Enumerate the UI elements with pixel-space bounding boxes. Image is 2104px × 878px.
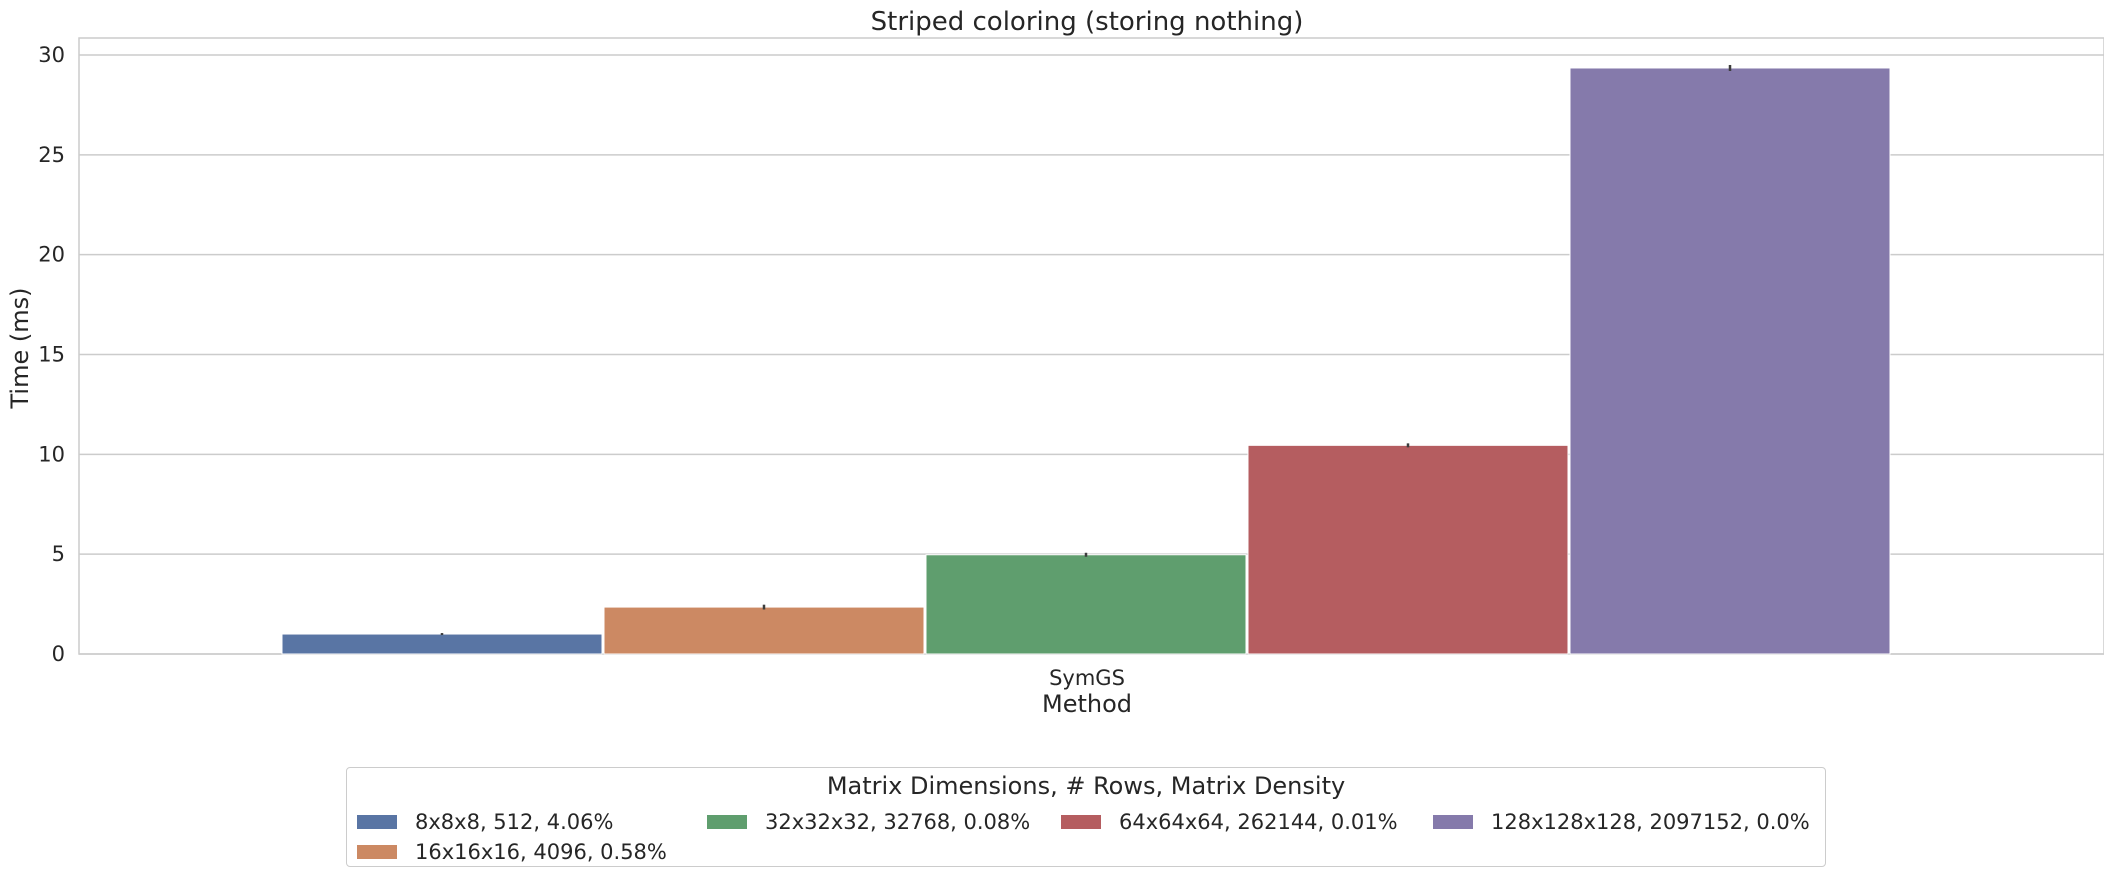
- bar: [925, 554, 1247, 655]
- y-tick-label: 25: [38, 143, 65, 167]
- bar-chart: Striped coloring (storing nothing) 0 5 10 1…: [6, 7, 2104, 718]
- error-bars: [440, 64, 1732, 636]
- legend-swatch: [707, 815, 747, 829]
- legend-item: 32x32x32, 32768, 0.08%: [707, 810, 1030, 834]
- bar: [1247, 444, 1569, 655]
- bars: [281, 67, 1891, 655]
- bar: [281, 633, 603, 655]
- legend-item: 16x16x16, 4096, 0.58%: [357, 840, 667, 864]
- legend-swatch: [1433, 815, 1473, 829]
- legend-label: 64x64x64, 262144, 0.01%: [1119, 810, 1398, 834]
- y-tick-label: 10: [38, 442, 65, 466]
- y-tick-label: 5: [52, 542, 65, 566]
- y-axis-label: Time (ms): [6, 288, 34, 410]
- legend-label: 16x16x16, 4096, 0.58%: [415, 840, 667, 864]
- legend-swatch: [357, 845, 397, 859]
- legend-title: Matrix Dimensions, # Rows, Matrix Densit…: [826, 772, 1346, 800]
- y-tick-label: 30: [38, 43, 65, 67]
- legend-swatch: [1061, 815, 1101, 829]
- legend-item: 64x64x64, 262144, 0.01%: [1061, 810, 1398, 834]
- y-tick-labels: 0 5 10 15 20 25 30: [38, 43, 65, 666]
- x-axis-label: Method: [1042, 690, 1132, 718]
- legend-label: 8x8x8, 512, 4.06%: [415, 810, 614, 834]
- x-tick-label: SymGS: [1049, 666, 1125, 690]
- chart-title: Striped coloring (storing nothing): [871, 7, 1304, 37]
- legend-swatch: [357, 815, 397, 829]
- legend: Matrix Dimensions, # Rows, Matrix Densit…: [346, 767, 1826, 867]
- bar: [1569, 67, 1891, 655]
- legend-item: 8x8x8, 512, 4.06%: [357, 810, 613, 834]
- legend-item: 128x128x128, 2097152, 0.0%: [1433, 810, 1810, 834]
- y-tick-label: 15: [38, 343, 65, 367]
- legend-label: 32x32x32, 32768, 0.08%: [765, 810, 1031, 834]
- y-tick-label: 20: [38, 243, 65, 267]
- y-tick-label: 0: [52, 642, 65, 666]
- legend-label: 128x128x128, 2097152, 0.0%: [1491, 810, 1810, 834]
- bar: [603, 606, 925, 655]
